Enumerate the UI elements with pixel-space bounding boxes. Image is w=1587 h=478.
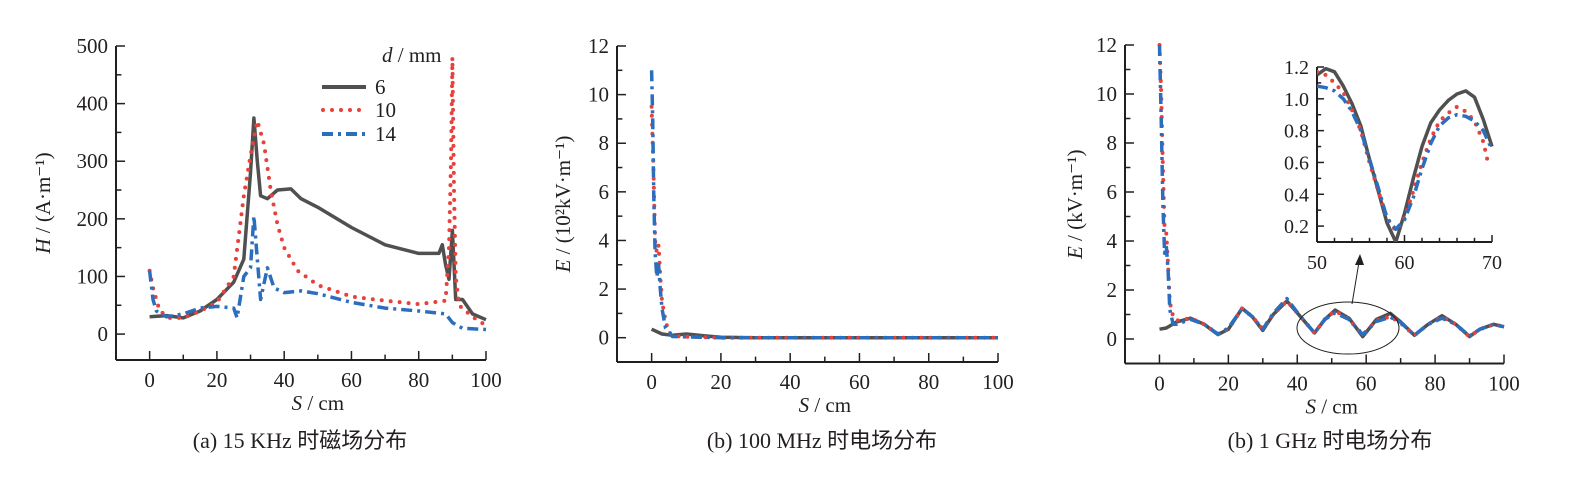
y-tick-label: 0 (1107, 327, 1118, 351)
series-line-d10 (147, 55, 488, 328)
series-line-d14 (1157, 44, 1505, 338)
y-tick-label: 400 (77, 92, 109, 116)
inset-y-tick-label: 0.6 (1284, 152, 1309, 174)
x-tick-label: 40 (1287, 372, 1308, 396)
inset-series-line-d6 (1317, 66, 1494, 242)
y-axis-title: H / (A·m⁻¹) (31, 152, 55, 254)
x-tick-label: 80 (1425, 372, 1446, 396)
callout-arrow (1351, 261, 1360, 305)
y-axis-title-unit: / (A·m⁻¹) (31, 152, 55, 238)
y-tick-label: 300 (77, 149, 109, 173)
y-tick-label: 4 (599, 228, 610, 252)
inset-y-tick-label: 1.2 (1284, 57, 1309, 79)
x-tick-label: 60 (849, 370, 870, 394)
y-axis-title-unit: / (10²kV·m⁻¹) (551, 136, 575, 260)
x-tick-label: 0 (1154, 372, 1165, 396)
inset-x-tick-label: 60 (1395, 252, 1415, 274)
x-axis-title-var: S (799, 393, 810, 417)
y-tick-label: 10 (588, 83, 609, 107)
x-tick-label: 0 (144, 368, 155, 392)
y-axis-title-var: H (31, 237, 55, 255)
legend-title-unit: / mm (393, 43, 442, 67)
x-tick-label: 40 (780, 370, 801, 394)
panel-caption: (a) 15 KHz 时磁场分布 (193, 428, 407, 453)
y-tick-label: 100 (77, 264, 109, 288)
y-axis-title: E / (10²kV·m⁻¹) (551, 136, 575, 274)
x-tick-label: 60 (341, 368, 362, 392)
x-axis-title-unit: / cm (809, 393, 851, 417)
arrow-head-icon (1355, 254, 1364, 265)
x-axis-title-var: S (292, 391, 303, 415)
inset-series-line-d14 (1317, 84, 1494, 232)
legend: d / mm 6 10 14 (321, 43, 442, 146)
inset-y-tick-label: 0.4 (1284, 184, 1309, 206)
y-tick-label: 2 (1107, 278, 1118, 302)
series-line-d14 (649, 70, 998, 340)
x-axis-title-var: S (1305, 395, 1316, 419)
panel-c: 0 2 4 6 8 10 12 0 20 40 60 80 100 S / cm E / (kV·m⁻¹) (… (1063, 33, 1520, 453)
legend-label-14: 14 (375, 122, 397, 146)
inset-callout (1296, 254, 1400, 355)
y-tick-label: 200 (77, 207, 109, 231)
x-tick-label: 80 (408, 368, 429, 392)
x-tick-label: 80 (918, 370, 939, 394)
y-tick-label: 2 (599, 277, 610, 301)
x-axis-title: S / cm (799, 393, 852, 417)
y-tick-label: 8 (599, 131, 610, 155)
x-axis-title: S / cm (1305, 395, 1358, 419)
x-tick-label: 0 (646, 370, 657, 394)
y-tick-label: 10 (1096, 82, 1117, 106)
legend-label-6: 6 (375, 75, 386, 99)
x-tick-label: 100 (1488, 372, 1520, 396)
x-axis-title: S / cm (292, 391, 345, 415)
inset-y-tick-label: 1.0 (1284, 89, 1309, 111)
panel-a: 0 100 200 300 400 500 0 20 40 60 80 100 S / cm H / (A… (31, 34, 502, 453)
x-tick-label: 40 (274, 368, 295, 392)
x-tick-label: 20 (1218, 372, 1239, 396)
y-axis-title: E / (kV·m⁻¹) (1063, 149, 1087, 260)
x-tick-label: 20 (206, 368, 227, 392)
y-tick-label: 6 (1107, 180, 1118, 204)
y-tick-label: 12 (588, 34, 609, 58)
svg-text:d / mm: d / mm (382, 43, 442, 67)
x-axis-title-unit: / cm (302, 391, 344, 415)
panel-caption: (b) 1 GHz 时电场分布 (1228, 428, 1433, 453)
y-tick-label: 500 (77, 34, 109, 58)
y-tick-label: 8 (1107, 131, 1118, 155)
inset-y-tick-label: 0.2 (1284, 216, 1309, 238)
inset-series-line-d10 (1317, 69, 1490, 233)
y-axis-title-unit: / (kV·m⁻¹) (1063, 149, 1087, 246)
panel-caption: (b) 100 MHz 时电场分布 (707, 428, 937, 453)
legend-label-10: 10 (375, 98, 396, 122)
zoom-circle (1296, 301, 1400, 355)
series-line-d14 (147, 214, 487, 332)
x-axis-title-unit: / cm (1316, 395, 1358, 419)
x-tick-label: 100 (982, 370, 1014, 394)
x-tick-label: 60 (1356, 372, 1377, 396)
y-tick-label: 12 (1096, 33, 1117, 57)
series-line-d10 (1157, 43, 1506, 339)
series-line-d6 (650, 327, 998, 340)
inset-plot: 0.2 0.4 0.6 0.8 1.0 1.2 50 60 70 (1284, 57, 1502, 274)
inset-y-tick-label: 0.8 (1284, 121, 1309, 143)
panel-b: 0 2 4 6 8 10 12 0 20 40 60 80 100 S / cm E / (10²kV·m⁻… (551, 34, 1014, 453)
y-tick-label: 4 (1107, 229, 1118, 253)
x-tick-label: 100 (470, 368, 502, 392)
series-line-d10 (649, 104, 1000, 340)
x-tick-label: 20 (710, 370, 731, 394)
y-tick-label: 0 (98, 322, 109, 346)
inset-x-tick-label: 70 (1482, 252, 1502, 274)
y-axis-title-var: E (1063, 246, 1087, 260)
y-axis-title-var: E (551, 259, 575, 273)
series-line-d6 (149, 116, 487, 322)
legend-title-var: d (382, 43, 393, 67)
y-tick-label: 6 (599, 180, 610, 204)
y-tick-label: 0 (599, 326, 610, 350)
inset-x-tick-label: 50 (1307, 252, 1327, 274)
